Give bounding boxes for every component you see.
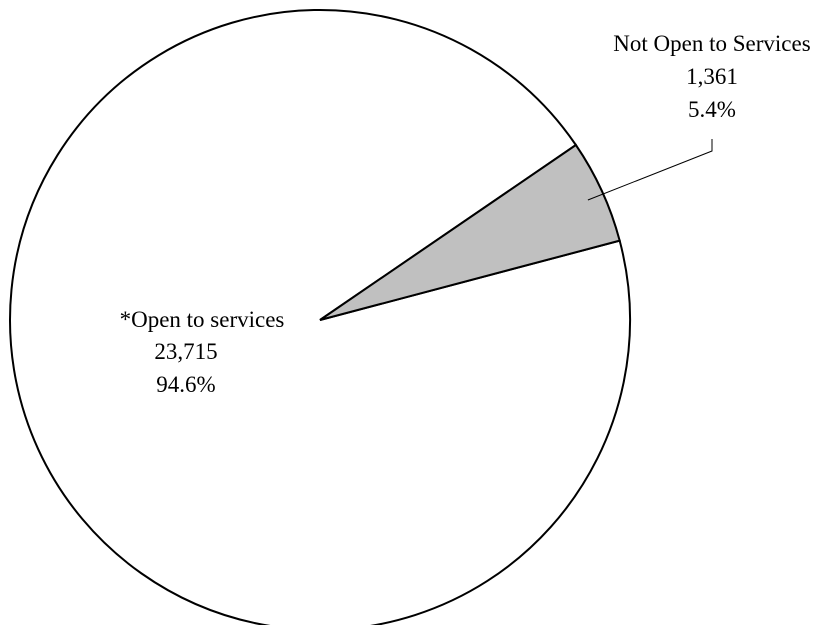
slice-label-not-open-name: Not Open to Services	[613, 31, 810, 56]
slice-label-open-percent: 94.6%	[156, 372, 215, 397]
slice-label-open-value: 23,715	[154, 339, 217, 364]
slice-label-not-open: Not Open to Services 1,361 5.4%	[613, 31, 810, 122]
pie-slice-not-open-to-services	[319, 143, 621, 321]
slice-label-not-open-value: 1,361	[686, 64, 738, 89]
slice-label-not-open-percent: 5.4%	[688, 97, 736, 122]
slice-label-open: *Open to services 23,715 94.6%	[120, 307, 285, 397]
slice-label-open-name: *Open to services	[120, 307, 285, 332]
slices-layer	[9, 9, 631, 625]
pie-slice-open-to-services	[9, 9, 631, 625]
leader-line	[587, 139, 713, 201]
